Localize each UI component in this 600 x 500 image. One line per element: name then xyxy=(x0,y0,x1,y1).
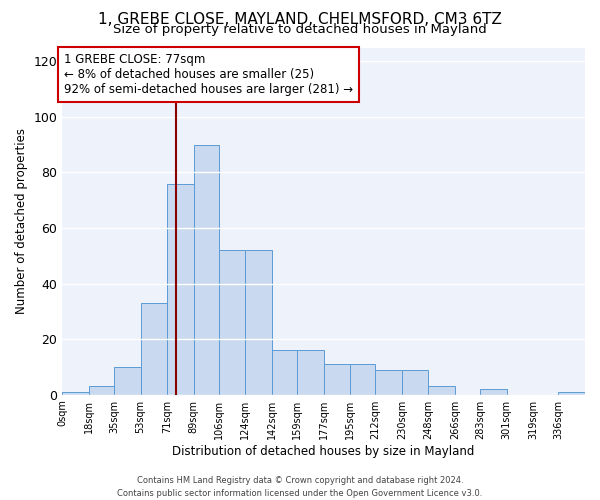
Bar xyxy=(480,389,507,394)
Bar xyxy=(114,367,140,394)
Y-axis label: Number of detached properties: Number of detached properties xyxy=(15,128,28,314)
Bar xyxy=(323,364,350,394)
Text: 1, GREBE CLOSE, MAYLAND, CHELMSFORD, CM3 6TZ: 1, GREBE CLOSE, MAYLAND, CHELMSFORD, CM3… xyxy=(98,12,502,28)
Bar xyxy=(194,144,219,394)
Text: Contains HM Land Registry data © Crown copyright and database right 2024.
Contai: Contains HM Land Registry data © Crown c… xyxy=(118,476,482,498)
Bar xyxy=(428,386,455,394)
Bar xyxy=(167,184,194,394)
Bar xyxy=(559,392,585,394)
Bar xyxy=(245,250,272,394)
Text: Size of property relative to detached houses in Mayland: Size of property relative to detached ho… xyxy=(113,24,487,36)
Bar xyxy=(350,364,376,394)
Bar xyxy=(272,350,297,395)
Bar xyxy=(297,350,323,395)
Bar xyxy=(62,392,89,394)
Bar xyxy=(140,303,167,394)
X-axis label: Distribution of detached houses by size in Mayland: Distribution of detached houses by size … xyxy=(172,444,475,458)
Bar xyxy=(402,370,428,394)
Bar xyxy=(89,386,114,394)
Bar xyxy=(219,250,245,394)
Text: 1 GREBE CLOSE: 77sqm
← 8% of detached houses are smaller (25)
92% of semi-detach: 1 GREBE CLOSE: 77sqm ← 8% of detached ho… xyxy=(64,52,353,96)
Bar xyxy=(376,370,402,394)
